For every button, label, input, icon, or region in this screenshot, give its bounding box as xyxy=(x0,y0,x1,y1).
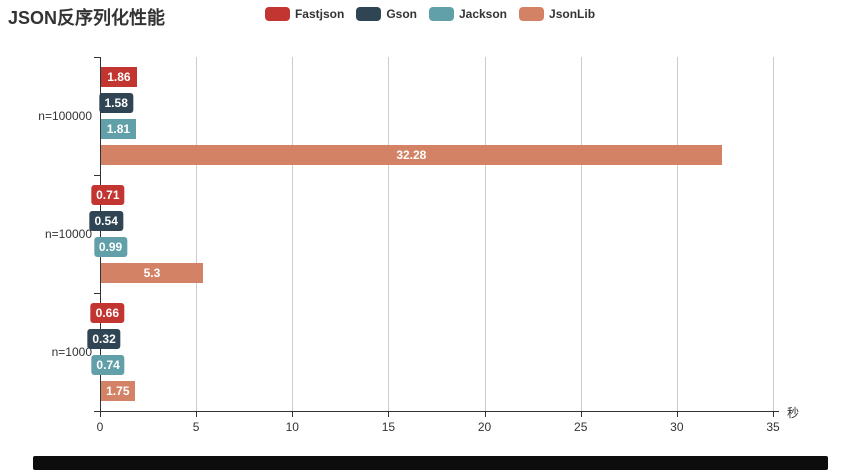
gridline xyxy=(580,57,582,411)
bar-value-chip: 0.54 xyxy=(89,211,123,232)
x-axis-tick xyxy=(388,412,390,417)
bar-value-chip: 1.86 xyxy=(102,67,136,88)
x-tick-label: 15 xyxy=(381,420,396,434)
x-axis-tick xyxy=(773,412,774,417)
legend-swatch-icon xyxy=(428,7,454,21)
y-axis-tick xyxy=(94,175,100,176)
bar-value-chip: 0.99 xyxy=(93,236,128,257)
x-tick-label: 0 xyxy=(96,420,104,434)
footer-bar xyxy=(33,456,828,470)
legend-item-gson[interactable]: Gson xyxy=(356,7,417,21)
bar-value-chip: 5.3 xyxy=(138,262,166,283)
y-axis-tick xyxy=(94,411,100,412)
y-axis-tick xyxy=(94,57,100,58)
legend-swatch-icon xyxy=(264,7,290,21)
chart-title: JSON反序列化性能 xyxy=(8,8,166,28)
y-axis xyxy=(100,57,101,416)
x-tick-label: 35 xyxy=(766,420,780,434)
x-axis-tick xyxy=(580,412,582,417)
bar-value-chip: 1.75 xyxy=(101,380,135,401)
legend-label: Jackson xyxy=(458,7,508,21)
legend-label: Gson xyxy=(386,7,417,21)
legend-label: JsonLib xyxy=(549,7,596,21)
category-label: n=100000 xyxy=(38,109,92,123)
x-tick-label: 20 xyxy=(477,420,492,434)
bar-value-chip: 0.74 xyxy=(91,354,125,375)
x-axis-unit-label: 秒 xyxy=(787,406,800,420)
legend-swatch-icon xyxy=(356,7,382,21)
gridline xyxy=(292,57,294,411)
x-tick-label: 25 xyxy=(574,420,588,434)
x-axis-tick xyxy=(484,412,486,417)
gridline xyxy=(773,57,774,411)
x-axis xyxy=(100,411,779,412)
bar-value-chip: 1.81 xyxy=(101,118,136,139)
legend-label: Fastjson xyxy=(294,7,345,21)
gridline xyxy=(676,57,678,411)
x-tick-label: 5 xyxy=(192,420,200,434)
x-axis-tick xyxy=(100,412,101,417)
bar-value-chip: 1.58 xyxy=(99,93,133,114)
bar-value-chip: 0.71 xyxy=(91,185,125,206)
gridline xyxy=(388,57,390,411)
x-axis-tick xyxy=(292,412,294,417)
legend-item-fastjson[interactable]: Fastjson xyxy=(264,7,345,21)
category-label: n=10000 xyxy=(44,227,92,241)
x-tick-label: 30 xyxy=(670,420,684,434)
gridline xyxy=(484,57,486,411)
bar-value-chip: 0.32 xyxy=(87,329,121,350)
legend: Fastjson Gson Jackson JsonLib xyxy=(0,6,860,22)
plot-area: 0 5 10 15 20 25 30 35 秒 n=100000 1.86 1.58 1.81 32.28… xyxy=(38,57,799,434)
legend-item-jackson[interactable]: Jackson xyxy=(428,7,508,21)
gridline xyxy=(196,57,198,411)
bar-value-chip: 32.28 xyxy=(391,144,432,165)
legend-item-jsonlib[interactable]: JsonLib xyxy=(519,7,595,21)
x-tick-label: 10 xyxy=(285,420,299,434)
x-axis-tick xyxy=(676,412,678,417)
bar-value-chip: 0.66 xyxy=(90,303,125,324)
category-label: n=1000 xyxy=(51,345,92,359)
legend-swatch-icon xyxy=(519,7,545,21)
x-axis-tick xyxy=(196,412,198,417)
y-axis-tick xyxy=(94,293,100,294)
